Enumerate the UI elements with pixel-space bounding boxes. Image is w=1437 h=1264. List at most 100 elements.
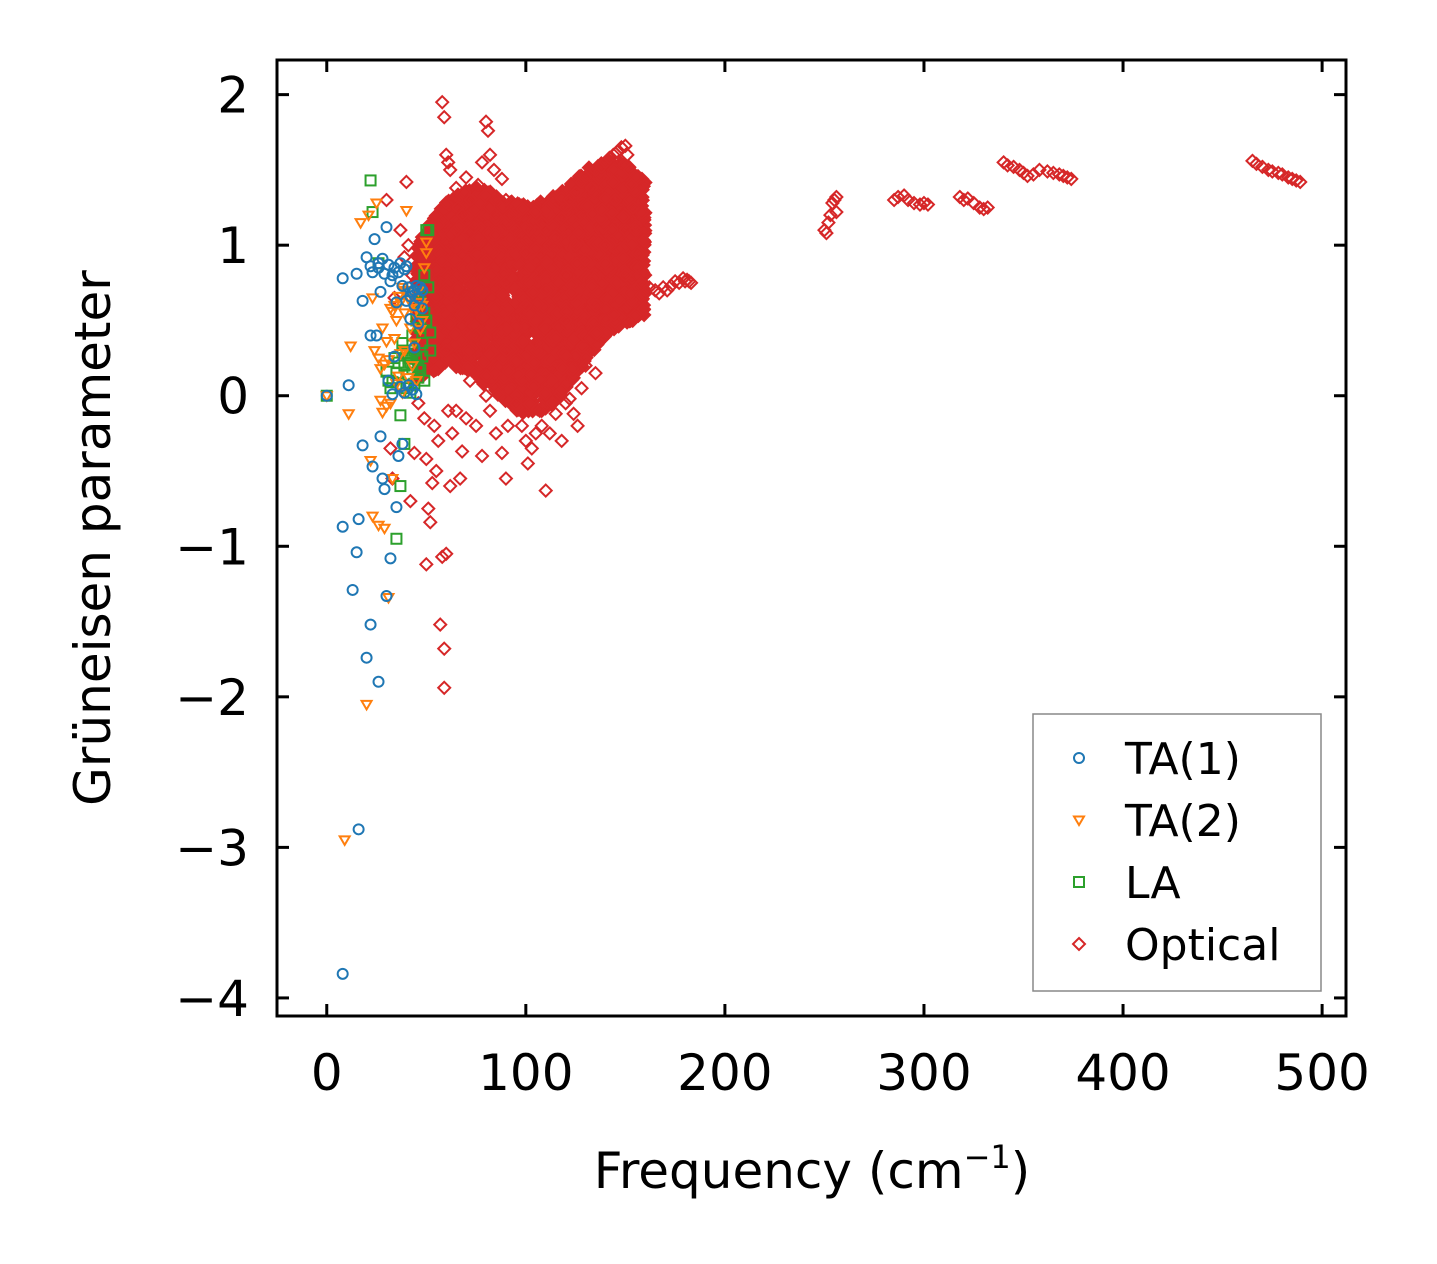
optical-dense-point: [634, 205, 650, 221]
y-tick-label: 2: [217, 67, 249, 125]
optical-point: [478, 388, 494, 404]
ta2-point: [361, 210, 376, 223]
optical-point: [468, 418, 484, 434]
optical-dense-point: [598, 255, 614, 271]
optical-point: [416, 410, 432, 426]
optical-point: [609, 144, 625, 160]
optical-point: [1032, 162, 1047, 178]
optical-point: [436, 109, 452, 125]
x-axis-label-end: ): [1011, 1142, 1031, 1200]
ta1-point: [352, 513, 365, 526]
optical-dense-point: [538, 203, 554, 219]
optical-point: [594, 159, 609, 175]
y-tick-label: −2: [175, 669, 249, 727]
optical-dense-point: [528, 312, 544, 328]
optical-point: [498, 192, 514, 208]
ta1-point: [396, 279, 409, 292]
optical-point: [426, 418, 442, 434]
optical-dense-point: [498, 343, 514, 358]
ta2-point: [377, 523, 392, 536]
optical-point: [462, 373, 478, 389]
optical-point: [444, 425, 460, 441]
legend-marker: [1071, 936, 1087, 952]
optical-point: [440, 154, 456, 170]
optical-point: [625, 200, 641, 215]
y-tick-label: 0: [217, 368, 249, 426]
optical-point: [508, 222, 524, 238]
optical-dense-point: [485, 315, 501, 331]
optical-dense-point: [636, 232, 652, 248]
optical-dense-point: [538, 282, 554, 298]
ta2-point: [391, 371, 406, 384]
optical-dense-point: [537, 320, 553, 336]
optical-point: [488, 425, 504, 441]
optical-point: [474, 448, 490, 464]
optical-point: [430, 433, 446, 449]
ta1-point: [380, 221, 393, 234]
optical-point: [398, 174, 414, 190]
optical-point: [619, 147, 635, 163]
optical-dense-point: [617, 267, 633, 283]
ta1-point: [364, 329, 377, 342]
optical-dense-point: [442, 315, 458, 331]
optical-dense-point: [511, 257, 527, 273]
ta2-point: [373, 364, 388, 376]
optical-dense-point: [484, 267, 500, 283]
optical-dense-point: [508, 353, 524, 369]
ta2-point: [401, 373, 416, 385]
optical-dense-point: [624, 236, 640, 252]
x-tick-label: 300: [876, 1044, 971, 1102]
optical-point: [602, 150, 617, 166]
ta1-point: [356, 439, 369, 452]
optical-point: [442, 162, 458, 178]
ta2-point: [397, 308, 412, 320]
ta2-point: [409, 376, 424, 388]
optical-point: [916, 195, 932, 211]
optical-dense-point: [564, 285, 579, 301]
optical-dense-point: [515, 290, 531, 306]
optical-dense-point: [616, 209, 631, 225]
optical-dense-point: [428, 262, 444, 277]
ta1-point: [374, 285, 387, 298]
optical-dense-point: [510, 366, 526, 382]
optical-point: [578, 358, 593, 374]
optical-point: [828, 204, 844, 220]
optical-point: [966, 195, 982, 211]
optical-dense-point: [581, 220, 597, 236]
optical-point: [383, 441, 398, 456]
x-tick-label: 0: [311, 1044, 343, 1102]
optical-point: [466, 219, 482, 235]
optical-dense-point: [487, 301, 503, 317]
optical-point: [562, 192, 578, 208]
legend-marker: [1072, 815, 1086, 827]
optical-point: [659, 282, 675, 298]
la-point: [364, 174, 377, 187]
optical-point: [514, 418, 530, 434]
optical-point: [528, 425, 544, 441]
optical-point: [387, 290, 402, 306]
optical-dense-point: [597, 191, 613, 206]
optical-point: [554, 210, 570, 226]
optical-point: [976, 201, 992, 217]
ta2-point: [367, 346, 382, 358]
optical-dense-point: [589, 326, 605, 342]
optical-point: [584, 180, 599, 196]
optical-point: [683, 275, 699, 291]
optical-point: [396, 249, 412, 265]
optical-point: [402, 493, 418, 509]
optical-point: [627, 222, 643, 238]
ta2-point: [419, 237, 434, 250]
optical-dense-point: [449, 280, 465, 296]
optical-point: [568, 185, 584, 200]
optical-point: [436, 641, 452, 657]
ta1-point: [336, 272, 349, 285]
optical-dense-point: [517, 318, 533, 334]
optical-point: [424, 475, 440, 491]
optical-dense-point: [569, 295, 585, 311]
data-points: [320, 94, 1308, 980]
ta2-point: [413, 324, 428, 337]
optical-dense-point: [630, 268, 646, 284]
optical-point: [588, 162, 603, 178]
optical-dense-point: [428, 289, 444, 305]
optical-point: [1051, 167, 1067, 182]
